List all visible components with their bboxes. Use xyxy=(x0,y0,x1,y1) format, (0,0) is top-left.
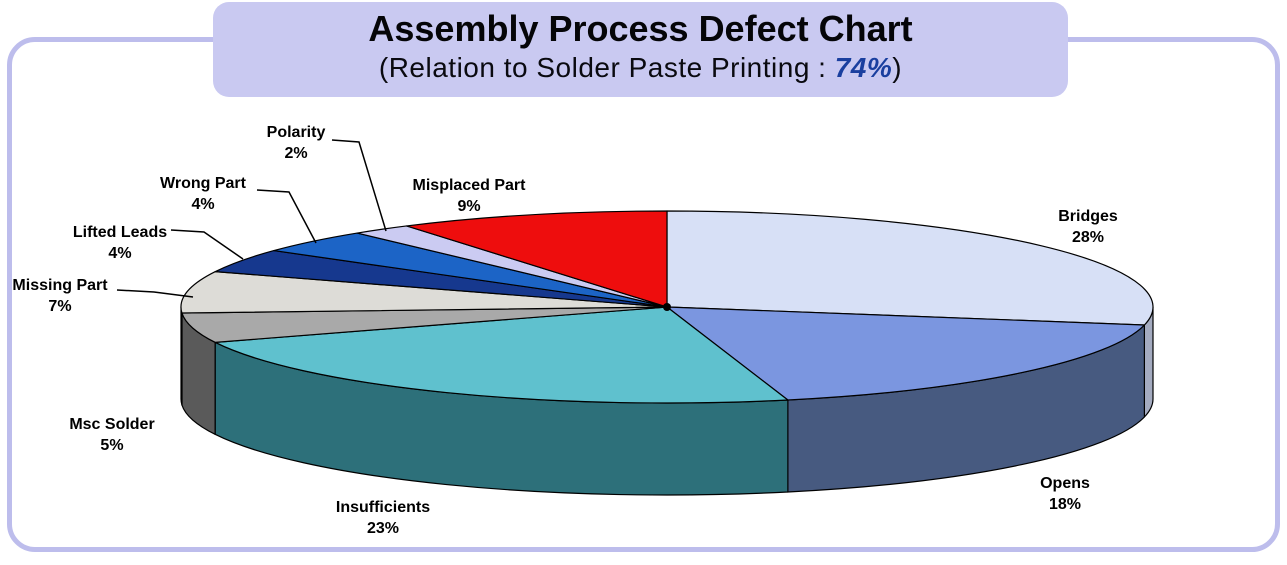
pie-slice-side xyxy=(180,306,183,406)
leader-line xyxy=(256,189,317,244)
slice-label-name: Lifted Leads xyxy=(72,224,168,241)
leader-line xyxy=(170,229,244,260)
chart-subtitle: (Relation to Solder Paste Printing : 74%… xyxy=(213,52,1068,84)
slice-label-value: 5% xyxy=(100,437,124,454)
slice-label: Opens 18% xyxy=(1040,473,1090,515)
pie-slice-top xyxy=(405,210,668,308)
pie-center-dot xyxy=(663,303,671,311)
slice-label: Polarity 2% xyxy=(267,122,326,164)
slice-label-value: 2% xyxy=(284,145,308,162)
pie-slice-top xyxy=(666,306,1145,401)
slice-label: Msc Solder 5% xyxy=(69,414,154,456)
slice-label-value: 9% xyxy=(457,198,481,215)
chart-title-box: Assembly Process Defect Chart (Relation … xyxy=(213,2,1068,97)
slice-label-name: Msc Solder xyxy=(69,416,155,433)
slice-label: Misplaced Part 9% xyxy=(413,175,526,217)
slice-label-name: Missing Part xyxy=(12,277,108,294)
slice-label-name: Wrong Part xyxy=(160,175,246,192)
slice-label: Lifted Leads 4% xyxy=(73,222,167,264)
pie-slice-top xyxy=(214,306,789,404)
slice-label: Bridges 28% xyxy=(1058,206,1118,248)
slice-label-name: Misplaced Part xyxy=(412,177,526,194)
slice-label-value: 23% xyxy=(366,520,400,537)
pie-slice-top xyxy=(180,271,668,314)
slice-label: Wrong Part 4% xyxy=(160,173,246,215)
leader-line xyxy=(116,289,194,298)
chart-title: Assembly Process Defect Chart xyxy=(368,8,913,49)
subtitle-suffix: ) xyxy=(892,52,903,83)
subtitle-prefix: (Relation to Solder Paste Printing : xyxy=(378,52,835,83)
slice-label: Missing Part 7% xyxy=(12,275,107,317)
slice-label-name: Bridges xyxy=(1058,208,1118,225)
slice-label-value: 28% xyxy=(1071,229,1105,246)
slice-label-value: 18% xyxy=(1048,496,1082,513)
slice-label-value: 7% xyxy=(48,298,72,315)
subtitle-percentage: 74% xyxy=(834,52,893,83)
slice-label-value: 4% xyxy=(191,196,215,213)
leader-line xyxy=(331,139,387,232)
slice-label-name: Polarity xyxy=(266,124,326,141)
slice-label-value: 4% xyxy=(108,245,132,262)
slice-label-name: Insufficients xyxy=(335,499,431,516)
slice-label: Insufficients 23% xyxy=(336,497,430,539)
pie-slice-top xyxy=(666,210,1154,326)
slice-label-name: Opens xyxy=(1040,475,1090,492)
